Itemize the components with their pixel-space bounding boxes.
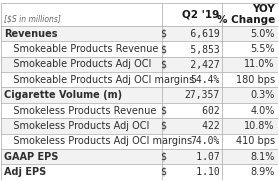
Text: 11.0%: 11.0% [244, 59, 275, 70]
Text: Smokeless Products Revenue: Smokeless Products Revenue [4, 106, 157, 115]
Text: Q2 '19: Q2 '19 [182, 10, 220, 20]
Text: $    2,427: $ 2,427 [161, 59, 220, 70]
Text: Smokeable Products Adj OCI: Smokeable Products Adj OCI [4, 59, 151, 70]
Bar [1, 57, 278, 72]
Bar [1, 118, 278, 134]
Text: $     1.07: $ 1.07 [161, 151, 220, 162]
Text: 410 bps: 410 bps [236, 136, 275, 146]
Text: Smokeable Products Revenue: Smokeable Products Revenue [4, 44, 158, 54]
Text: Revenues: Revenues [4, 29, 58, 39]
Text: Smokeless Products Adj OCI: Smokeless Products Adj OCI [4, 121, 150, 131]
Text: $     1.10: $ 1.10 [161, 167, 220, 177]
Bar [1, 149, 278, 164]
Bar [1, 3, 278, 26]
Bar [1, 134, 278, 149]
Bar [1, 26, 278, 41]
Text: YOY
% Change: YOY % Change [217, 4, 275, 25]
Text: [$S in millions]: [$S in millions] [4, 15, 61, 24]
Text: 5.0%: 5.0% [250, 29, 275, 39]
Text: Smokeless Products Adj OCI margins: Smokeless Products Adj OCI margins [4, 136, 192, 146]
Bar [1, 41, 278, 57]
Text: $    5,853: $ 5,853 [161, 44, 220, 54]
Text: $      602: $ 602 [161, 106, 220, 115]
Bar [1, 164, 278, 180]
Bar [1, 87, 278, 103]
Text: 4.0%: 4.0% [251, 106, 275, 115]
Text: 54.4%: 54.4% [190, 75, 220, 85]
Text: 180 bps: 180 bps [236, 75, 275, 85]
Text: Cigarette Volume (m): Cigarette Volume (m) [4, 90, 122, 100]
Bar [1, 103, 278, 118]
Text: 27,357: 27,357 [184, 90, 220, 100]
Text: 10.8%: 10.8% [244, 121, 275, 131]
Text: 74.0%: 74.0% [190, 136, 220, 146]
Bar [1, 72, 278, 87]
Text: GAAP EPS: GAAP EPS [4, 151, 59, 162]
Text: 0.3%: 0.3% [251, 90, 275, 100]
Text: Smokeable Products Adj OCI margins: Smokeable Products Adj OCI margins [4, 75, 194, 85]
Text: $    6,619: $ 6,619 [161, 29, 220, 39]
Text: Adj EPS: Adj EPS [4, 167, 46, 177]
Text: $      422: $ 422 [161, 121, 220, 131]
Text: 8.1%: 8.1% [251, 151, 275, 162]
Text: 5.5%: 5.5% [250, 44, 275, 54]
Text: 8.9%: 8.9% [251, 167, 275, 177]
